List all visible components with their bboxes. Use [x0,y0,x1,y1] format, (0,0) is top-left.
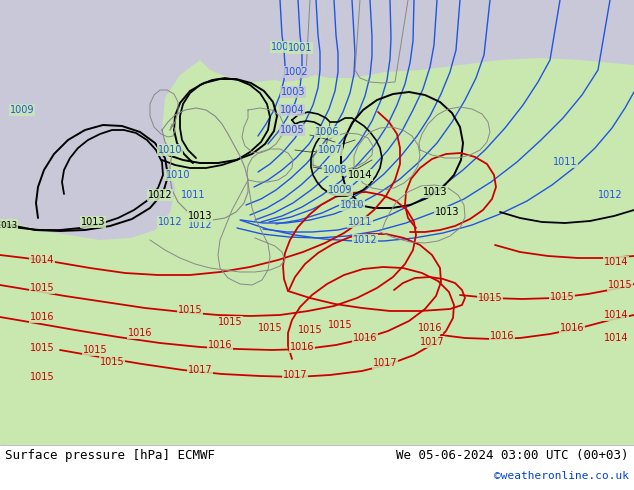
Text: 1004: 1004 [280,105,304,115]
Text: 1002: 1002 [283,67,308,77]
Text: 1015: 1015 [100,357,124,367]
Polygon shape [130,110,175,238]
Text: 1013: 1013 [188,211,212,221]
Text: 1012: 1012 [353,235,377,245]
Text: 1015: 1015 [257,323,282,333]
Text: We 05-06-2024 03:00 UTC (00+03): We 05-06-2024 03:00 UTC (00+03) [396,449,629,463]
Text: 1014: 1014 [604,310,628,320]
Text: ~1013: ~1013 [0,220,17,229]
Text: 1003: 1003 [281,87,305,97]
Text: 1009: 1009 [328,185,353,195]
Text: 1015: 1015 [477,293,502,303]
Text: 1015: 1015 [217,317,242,327]
Text: 1017: 1017 [420,337,444,347]
Text: 1014: 1014 [604,257,628,267]
Text: 1010: 1010 [158,145,182,155]
Text: 1010: 1010 [165,170,190,180]
Text: 1015: 1015 [30,372,55,382]
Text: 1017: 1017 [188,365,212,375]
Text: 1008: 1008 [323,165,347,175]
Text: 1013: 1013 [81,217,105,227]
Text: 1016: 1016 [418,323,443,333]
Text: 1012: 1012 [188,220,212,230]
Text: 1015: 1015 [30,343,55,353]
Text: 1001: 1001 [288,43,313,53]
Text: 1014: 1014 [348,170,372,180]
Text: 1016: 1016 [290,342,314,352]
Polygon shape [315,0,400,78]
Text: 1009: 1009 [10,105,34,115]
Text: 1014: 1014 [604,333,628,343]
Text: 1015: 1015 [178,305,202,315]
Text: 1015: 1015 [82,345,107,355]
Bar [0,445,634,490]
Text: 1015: 1015 [607,280,632,290]
Text: 1017: 1017 [373,358,398,368]
Text: 1006: 1006 [314,127,339,137]
Text: 1016: 1016 [489,331,514,341]
Text: 1015: 1015 [550,292,574,302]
Text: 1012: 1012 [148,190,172,200]
Text: 1005: 1005 [280,125,304,135]
Bar [0,445,634,490]
Polygon shape [275,0,325,82]
Text: 1011: 1011 [181,190,205,200]
Polygon shape [200,0,285,82]
Text: 1016: 1016 [208,340,232,350]
Text: 1016: 1016 [30,312,55,322]
Text: 1015: 1015 [30,283,55,293]
Text: 1016: 1016 [127,328,152,338]
Text: 1011: 1011 [553,157,577,167]
Text: 1013: 1013 [435,207,459,217]
Text: 1016: 1016 [353,333,377,343]
Polygon shape [0,0,220,240]
Text: 1007: 1007 [318,145,342,155]
Text: 1017: 1017 [283,370,307,380]
Text: 1015: 1015 [328,320,353,330]
Text: 1016: 1016 [560,323,585,333]
Text: 1015: 1015 [298,325,322,335]
Text: ©weatheronline.co.uk: ©weatheronline.co.uk [494,471,629,481]
Text: 1014: 1014 [30,255,55,265]
Text: 1013: 1013 [423,187,447,197]
Text: 1012: 1012 [598,190,623,200]
Text: 1012: 1012 [158,217,183,227]
Text: 1010: 1010 [340,200,365,210]
Polygon shape [385,0,634,72]
Text: 1011: 1011 [348,217,372,227]
Text: 1000: 1000 [271,42,295,52]
Text: Surface pressure [hPa] ECMWF: Surface pressure [hPa] ECMWF [5,449,215,463]
